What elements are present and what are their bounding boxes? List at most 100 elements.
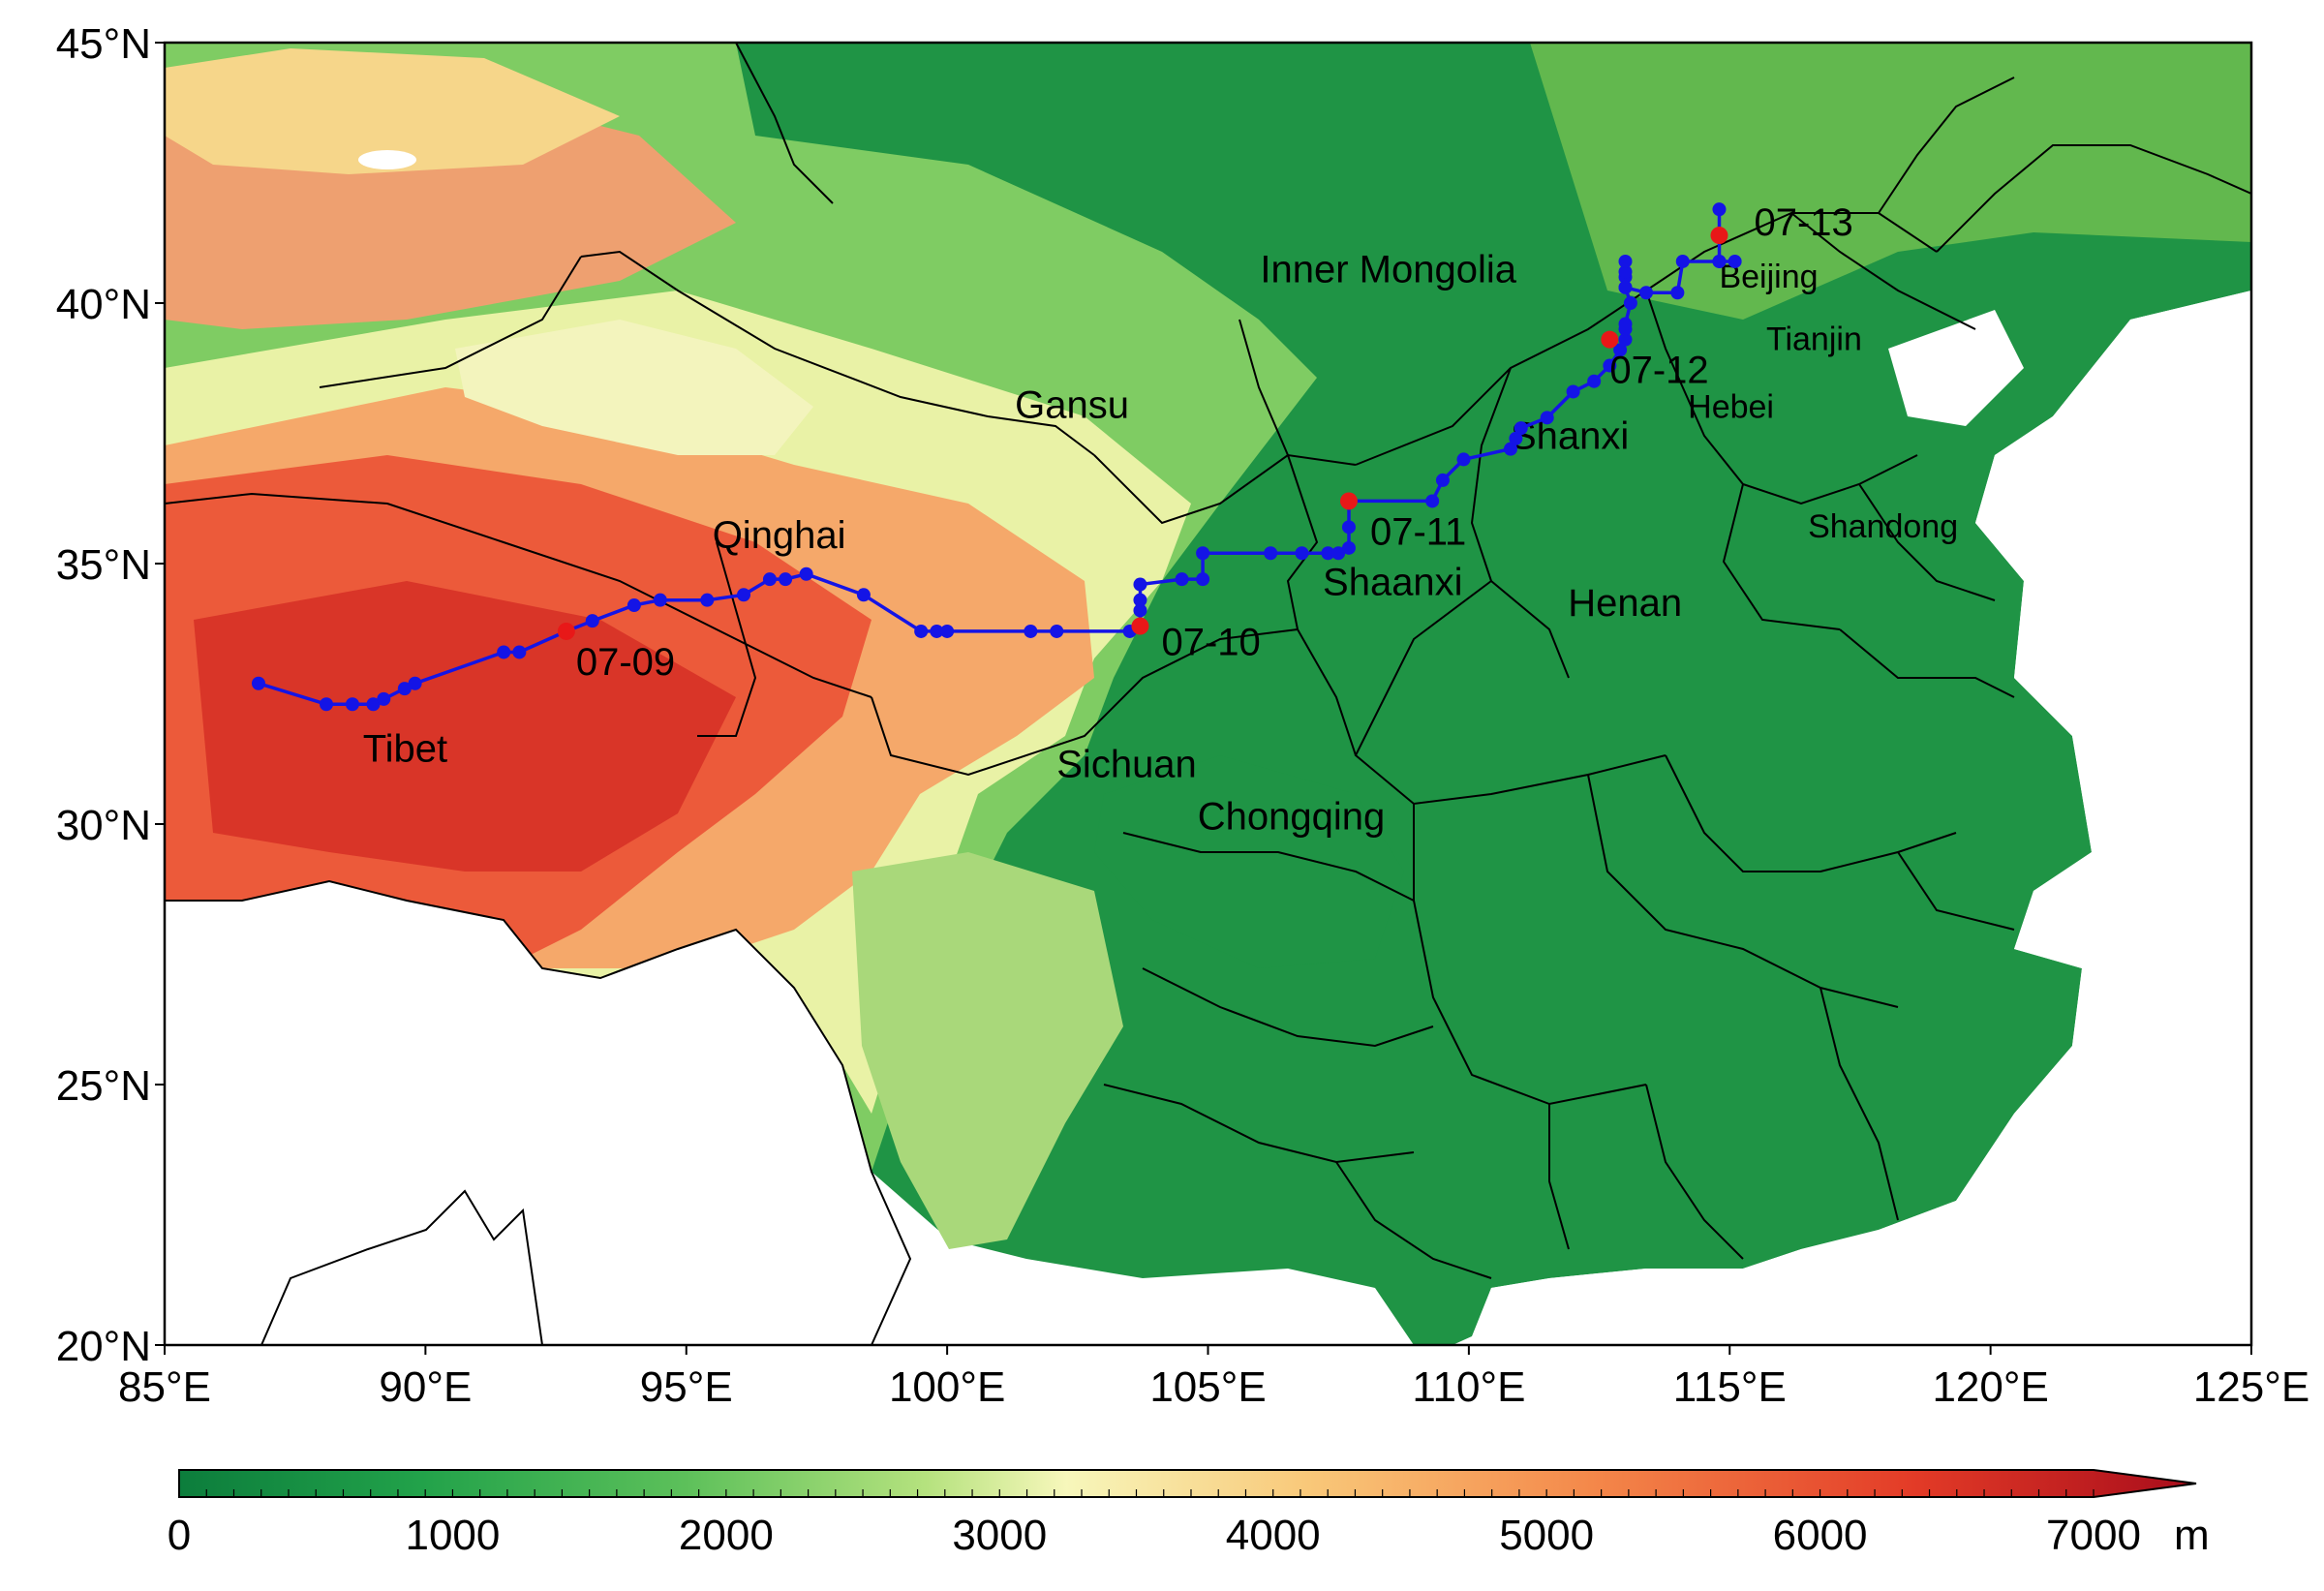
track-point: [397, 682, 412, 696]
daily-position-marker: [557, 622, 575, 640]
axis-ticks: 85°E 90°E 95°E 100°E 105°E 110°E 115°E 120°E 125…: [56, 20, 2309, 1411]
track-point: [1133, 603, 1147, 618]
track-point: [856, 588, 871, 602]
daily-position-marker: [1601, 330, 1619, 349]
track-point: [930, 624, 944, 638]
track-point: [408, 676, 422, 690]
lon-tick-label: 125°E: [2193, 1363, 2309, 1411]
lat-tick-label: 20°N: [56, 1323, 151, 1370]
lon-tick-label: 85°E: [118, 1363, 211, 1411]
track-point: [1503, 442, 1517, 456]
track-point: [1587, 374, 1602, 388]
track-point: [251, 676, 265, 690]
colorbar-tick-label: 7000: [2046, 1512, 2141, 1559]
terrain-layer: [165, 43, 2251, 1345]
lon-tick-label: 120°E: [1932, 1363, 2048, 1411]
track-point: [1618, 280, 1633, 294]
track-point: [1540, 411, 1554, 425]
province-borders: [165, 43, 2251, 1279]
track-point: [1613, 343, 1628, 357]
colorbar-tick-label: 3000: [952, 1512, 1047, 1559]
colorbar-tick-label: 2000: [679, 1512, 774, 1559]
track-point: [1196, 572, 1210, 587]
track-point: [1712, 254, 1727, 268]
track-point: [377, 691, 391, 706]
track-point: [345, 697, 359, 712]
lat-tick-label: 25°N: [56, 1062, 151, 1110]
track-point: [1509, 431, 1523, 445]
track-point: [940, 624, 955, 638]
track-point: [1618, 317, 1633, 331]
track-point: [700, 593, 715, 607]
daily-date-label: 07-11: [1370, 510, 1466, 553]
lon-tick-label: 95°E: [640, 1363, 733, 1411]
track-point: [1133, 577, 1147, 592]
track-point: [366, 697, 381, 712]
lat-tick-label: 35°N: [56, 541, 151, 589]
track-point: [799, 566, 813, 581]
track-point: [1425, 494, 1440, 508]
track-point: [512, 645, 527, 659]
region-label-gansu: Gansu: [1015, 383, 1129, 426]
track-point: [1133, 593, 1147, 607]
colorbar-tick-label: 0: [168, 1512, 191, 1559]
lat-tick-label: 30°N: [56, 802, 151, 849]
region-label-shaanxi: Shaanxi: [1323, 561, 1463, 603]
track-point: [1341, 520, 1356, 535]
track-point: [1623, 296, 1637, 310]
track-point: [1566, 384, 1580, 399]
region-label-henan: Henan: [1568, 582, 1682, 625]
track-point: [1675, 254, 1690, 268]
lon-tick-label: 105°E: [1149, 1363, 1266, 1411]
colorbar-labels: 0 1000 2000 3000 4000 5000 6000 7000: [168, 1512, 2141, 1559]
daily-date-label: 07-10: [1161, 622, 1260, 664]
daily-date-label: 07-12: [1609, 350, 1708, 392]
track-point: [779, 572, 793, 587]
colorbar-tick-label: 5000: [1499, 1512, 1594, 1559]
track-point: [914, 624, 929, 638]
colorbar-bar: [178, 1469, 2197, 1498]
region-label-shanxi: Shanxi: [1511, 415, 1629, 458]
track-point: [1514, 421, 1528, 436]
colorbar: 0 1000 2000 3000 4000 5000 6000 7000 m: [168, 1469, 2210, 1559]
daily-position-marker: [1339, 492, 1358, 510]
track-point: [627, 598, 641, 613]
region-label-qinghai: Qinghai: [713, 514, 846, 557]
daily-position-marker: [1710, 227, 1728, 245]
track-point: [1321, 546, 1335, 561]
lon-tick-label: 115°E: [1673, 1363, 1787, 1411]
track-point: [1331, 546, 1346, 561]
track-point: [1728, 254, 1742, 268]
track-point: [762, 572, 777, 587]
region-label-chongqing: Chongqing: [1198, 795, 1386, 838]
track-point: [1618, 254, 1633, 268]
colorbar-tick-label: 4000: [1226, 1512, 1321, 1559]
track-point: [1024, 624, 1038, 638]
track-point: [1712, 202, 1727, 217]
lon-tick-label: 110°E: [1412, 1363, 1525, 1411]
daily-date-label: 07-09: [576, 641, 675, 684]
track-point: [1341, 540, 1356, 555]
daily-markers: 07-09 07-10 07-11 07-12 07-13: [557, 201, 1853, 684]
region-label-tibet: Tibet: [363, 727, 447, 770]
lon-tick-label: 90°E: [379, 1363, 472, 1411]
region-label-inner-mongolia: Inner Mongolia: [1260, 248, 1516, 291]
track-point: [1295, 546, 1309, 561]
track-point: [1618, 264, 1633, 279]
track-point: [1603, 358, 1617, 373]
lat-tick-label: 45°N: [56, 20, 151, 68]
track-point: [1435, 473, 1450, 487]
lon-tick-label: 100°E: [889, 1363, 1005, 1411]
track-point: [1175, 572, 1189, 587]
colorbar-minor-ticks: [178, 1489, 2095, 1497]
region-label-hebei: Hebei: [1688, 388, 1774, 425]
track-point: [737, 588, 751, 602]
track-point: [585, 614, 599, 628]
track-point: [1196, 546, 1210, 561]
colorbar-tick-label: 6000: [1773, 1512, 1868, 1559]
colorbar-unit: m: [2174, 1512, 2210, 1559]
region-label-tianjin: Tianjin: [1766, 321, 1862, 357]
region-label-sichuan: Sichuan: [1056, 744, 1197, 786]
track-point: [1618, 332, 1633, 347]
